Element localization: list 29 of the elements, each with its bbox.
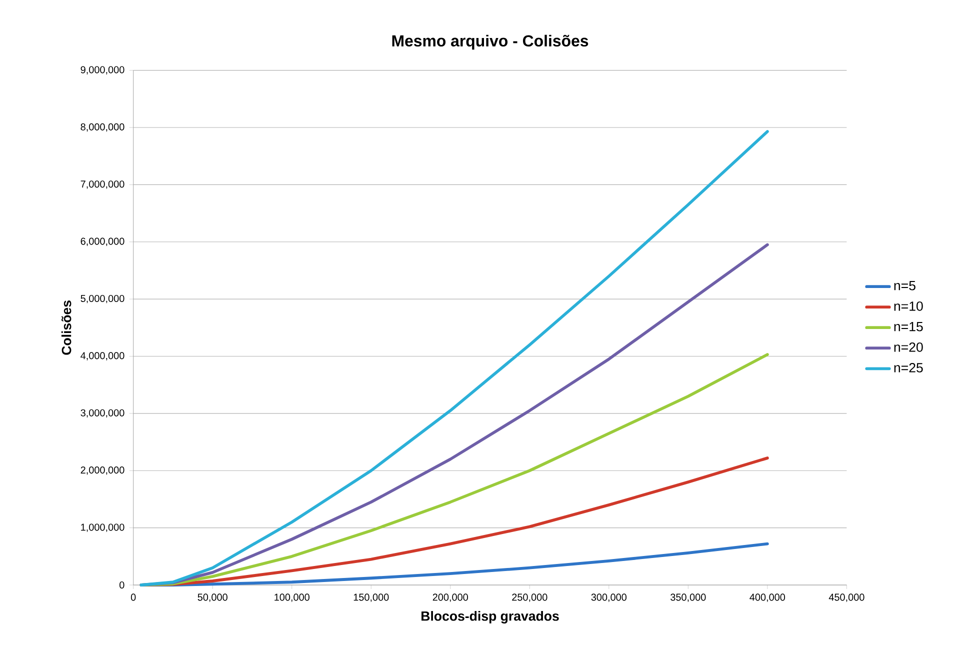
y-tick-label: 3,000,000 — [80, 409, 124, 418]
legend-label: n=5 — [894, 281, 916, 290]
y-tick-label: 0 — [120, 581, 124, 589]
legend-label: n=15 — [894, 322, 923, 332]
y-tick-label: 2,000,000 — [80, 466, 124, 475]
x-tick-label: 100,000 — [274, 594, 310, 602]
line-series — [140, 130, 769, 586]
x-tick-label: 400,000 — [750, 594, 786, 602]
y-tick-label: 9,000,000 — [80, 66, 124, 74]
x-tick-label: 200,000 — [432, 594, 468, 602]
x-tick-label: 150,000 — [354, 594, 389, 602]
x-tick-label: 50,000 — [198, 594, 228, 602]
x-tick-label: 0 — [130, 594, 136, 601]
y-tick-label: 4,000,000 — [80, 352, 124, 360]
x-axis-title: Blocos-disp gravados — [422, 611, 559, 624]
y-tick-label: 8,000,000 — [80, 123, 124, 132]
legend-label: n=20 — [894, 342, 923, 352]
x-tick-label: 250,000 — [512, 594, 548, 602]
y-tick-label: 7,000,000 — [80, 180, 124, 189]
legend-label: n=10 — [894, 301, 923, 311]
chart-title: Mesmo arquivo - Colisões — [392, 34, 588, 50]
y-tick-label: 6,000,000 — [80, 238, 124, 246]
x-tick-label: 300,000 — [591, 594, 626, 602]
y-axis-title: Colisões — [61, 300, 72, 355]
legend-label: n=25 — [894, 363, 923, 372]
y-tick-label: 1,000,000 — [81, 524, 124, 532]
x-tick-label: 350,000 — [670, 594, 706, 602]
y-tick-label: 5,000,000 — [80, 294, 124, 304]
x-tick-label: 450,000 — [828, 594, 864, 602]
